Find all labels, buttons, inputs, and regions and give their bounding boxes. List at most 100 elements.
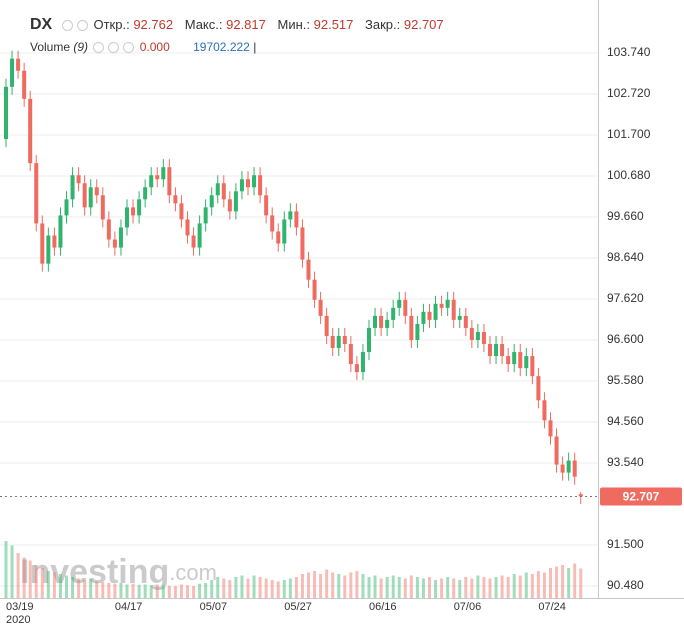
volume-bar <box>58 574 62 598</box>
volume-legend: Volume (9) 0.000 19702.222 | <box>30 36 452 58</box>
volume-bar <box>101 582 105 598</box>
volume-bar <box>22 557 26 598</box>
candle-body <box>385 319 390 328</box>
volume-bar <box>367 577 371 598</box>
candle-body <box>167 167 172 196</box>
volume-bar <box>567 568 571 598</box>
volume-bar <box>119 583 123 598</box>
candle-body <box>306 259 311 280</box>
icon[interactable] <box>61 20 73 32</box>
candle-body <box>34 163 39 224</box>
candle-body <box>64 199 69 216</box>
volume-bar <box>506 577 510 598</box>
candle-body <box>88 187 93 208</box>
candle-body <box>397 299 402 308</box>
candle-body <box>348 344 353 365</box>
candle-body <box>300 227 305 260</box>
candle-body <box>118 227 123 248</box>
volume-bar <box>452 578 456 598</box>
x-tick-label: 07/24 <box>538 601 566 613</box>
volume-bar <box>228 580 232 598</box>
icon[interactable] <box>123 42 135 54</box>
volume-bar <box>149 585 153 598</box>
x-tick-label: 07/06 <box>454 601 482 613</box>
candle-body <box>360 352 365 373</box>
icon[interactable] <box>76 20 88 32</box>
candle-body <box>433 303 438 320</box>
candle-body <box>312 279 317 300</box>
volume-bar <box>222 578 226 598</box>
volume-bar <box>415 577 419 598</box>
candle-body <box>403 299 408 316</box>
candle-body <box>475 331 480 340</box>
volume-bar <box>349 572 353 598</box>
x-tick-label: 05/07 <box>200 601 228 613</box>
volume-bar <box>434 580 438 598</box>
candle-body <box>379 315 384 328</box>
volume-bar <box>561 565 565 598</box>
candle-body <box>4 86 8 140</box>
volume-bar <box>282 580 286 598</box>
volume-bar <box>179 584 183 598</box>
candle-body <box>270 215 275 232</box>
candle-body <box>215 183 220 196</box>
volume-bar <box>107 583 111 598</box>
candle-body <box>427 311 432 320</box>
volume-bar <box>246 578 250 598</box>
candle-body <box>330 335 335 349</box>
y-tick-label: 95.580 <box>607 373 644 387</box>
y-tick-label: 94.560 <box>607 414 644 428</box>
y-tick-label: 100.680 <box>607 168 651 182</box>
y-tick-label: 103.740 <box>607 45 651 59</box>
volume-bar <box>252 575 256 598</box>
volume-bar <box>16 553 20 598</box>
volume-label: Volume <box>30 40 71 54</box>
candle-body <box>367 327 371 353</box>
volume-bar <box>216 577 220 598</box>
volume-bar <box>536 571 540 598</box>
candle-body <box>469 327 474 340</box>
candle-body <box>246 179 250 188</box>
candle-body <box>421 311 426 324</box>
y-tick-label: 93.540 <box>607 455 644 469</box>
candle-body <box>258 175 263 196</box>
volume-bar <box>428 577 431 598</box>
candle-body <box>252 175 257 188</box>
volume-bar <box>446 577 450 598</box>
candle-body <box>445 299 450 308</box>
high-value: 92.817 <box>226 17 266 32</box>
volume-bar <box>379 578 383 598</box>
candle-body <box>100 195 105 220</box>
y-tick-label: 102.720 <box>607 86 651 100</box>
icon[interactable] <box>108 42 120 54</box>
candle-body <box>137 199 142 216</box>
volume-bar <box>28 560 32 598</box>
volume-bar <box>4 541 8 598</box>
candle-body <box>512 352 517 365</box>
icon[interactable] <box>93 42 105 54</box>
year-label: 2020 <box>6 614 30 626</box>
candle-body <box>439 303 444 308</box>
volume-bar <box>470 578 474 598</box>
volume-bar <box>319 574 323 598</box>
candle-body <box>373 315 378 328</box>
candle-body <box>288 211 293 220</box>
candle-body <box>560 464 565 473</box>
candle-body <box>542 400 547 421</box>
volume-bar <box>542 572 546 598</box>
candle-body <box>40 223 45 264</box>
close-value: 92.707 <box>403 17 444 32</box>
volume-zero: 0.000 <box>139 40 170 54</box>
volume-bar <box>161 584 165 598</box>
y-tick-label: 101.700 <box>607 127 651 141</box>
candle-body <box>354 364 359 373</box>
volume-period: (9) <box>73 40 89 54</box>
candle-body <box>82 183 87 208</box>
volume-bar <box>186 585 189 598</box>
candle-body <box>233 191 238 212</box>
candle-body <box>530 356 535 377</box>
volume-bar <box>337 574 341 598</box>
volume-bar <box>270 580 274 598</box>
